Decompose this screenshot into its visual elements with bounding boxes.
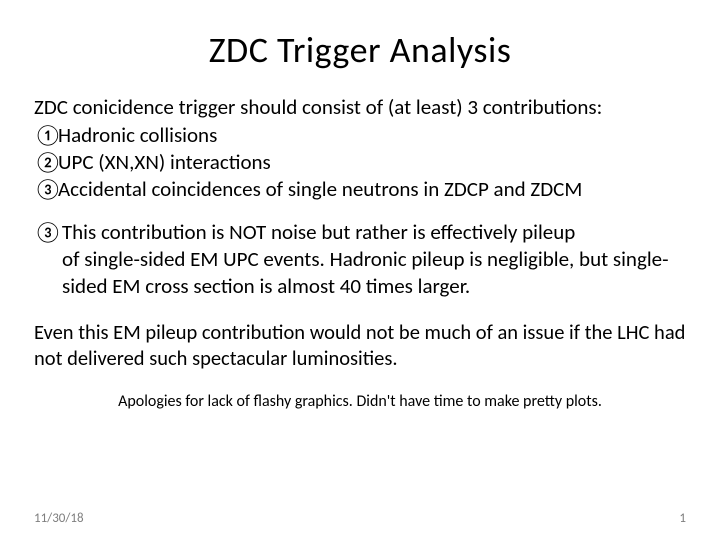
list-item: ③ Accidental coincidences of single neut…	[34, 176, 686, 203]
intro-text: ZDC conicidence trigger should consist o…	[34, 94, 686, 120]
list-item-text: Hadronic collisions	[58, 122, 217, 149]
list-item-text: UPC (XN,XN) interactions	[58, 149, 271, 176]
circled-number-icon: ③	[34, 219, 62, 245]
list-item: ② UPC (XN,XN) interactions	[34, 149, 686, 176]
para3-rest: of single-sided EM UPC events. Hadronic …	[34, 246, 686, 301]
slide-title: ZDC Trigger Analysis	[34, 28, 686, 72]
list-item-text: Accidental coincidences of single neutro…	[58, 176, 582, 203]
slide: ZDC Trigger Analysis ZDC conicidence tri…	[0, 0, 720, 540]
contributions-list: ① Hadronic collisions ② UPC (XN,XN) inte…	[34, 122, 686, 203]
list-item: ① Hadronic collisions	[34, 122, 686, 149]
circled-number-icon: ③	[34, 176, 58, 203]
footer-page-number: 1	[679, 511, 686, 526]
luminosity-paragraph: Even this EM pileup contribution would n…	[34, 319, 686, 372]
circled-number-icon: ②	[34, 149, 58, 176]
circled-number-icon: ①	[34, 122, 58, 149]
explanation-paragraph: ③This contribution is NOT noise but rath…	[34, 219, 686, 301]
slide-footer: 11/30/18 1	[34, 511, 686, 526]
para3-lead: This contribution is NOT noise but rathe…	[62, 219, 575, 245]
footer-date: 11/30/18	[34, 511, 84, 526]
apology-text: Apologies for lack of flashy graphics. D…	[34, 392, 686, 411]
